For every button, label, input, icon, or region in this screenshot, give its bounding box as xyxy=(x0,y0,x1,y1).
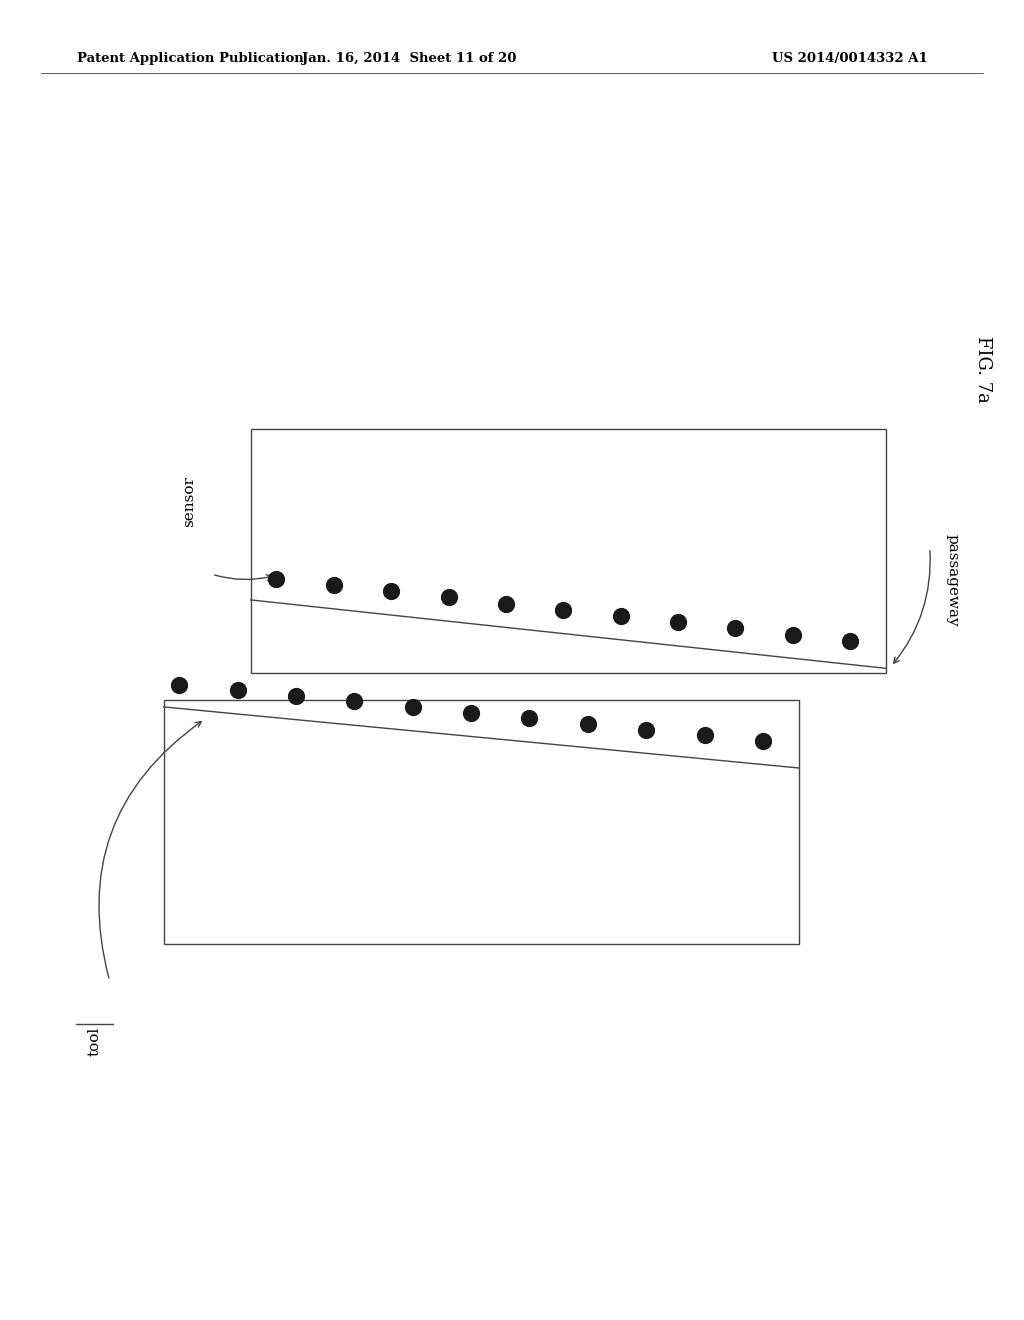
Point xyxy=(440,587,457,609)
Text: FIG. 7a: FIG. 7a xyxy=(974,337,992,403)
Point xyxy=(346,690,362,711)
Text: passageway: passageway xyxy=(945,535,959,627)
Point xyxy=(696,725,713,746)
Text: Patent Application Publication: Patent Application Publication xyxy=(77,51,303,65)
Point xyxy=(288,685,304,706)
Point xyxy=(842,630,858,651)
Point xyxy=(521,708,538,729)
Point xyxy=(555,599,571,620)
Point xyxy=(463,702,479,723)
Point xyxy=(326,574,342,595)
Point xyxy=(268,569,285,590)
Point xyxy=(670,611,686,632)
Point xyxy=(229,680,246,701)
Point xyxy=(580,713,596,734)
Point xyxy=(404,697,421,718)
Point xyxy=(638,719,654,741)
Point xyxy=(171,675,187,696)
Point xyxy=(612,606,629,627)
Point xyxy=(755,730,771,751)
Bar xyxy=(251,429,886,673)
Text: tool: tool xyxy=(87,1027,101,1056)
Text: sensor: sensor xyxy=(182,477,197,527)
Point xyxy=(784,624,801,645)
Bar xyxy=(164,700,799,944)
Point xyxy=(383,581,399,602)
Point xyxy=(727,618,743,639)
Text: Jan. 16, 2014  Sheet 11 of 20: Jan. 16, 2014 Sheet 11 of 20 xyxy=(302,51,517,65)
Text: US 2014/0014332 A1: US 2014/0014332 A1 xyxy=(772,51,928,65)
Point xyxy=(498,593,514,614)
